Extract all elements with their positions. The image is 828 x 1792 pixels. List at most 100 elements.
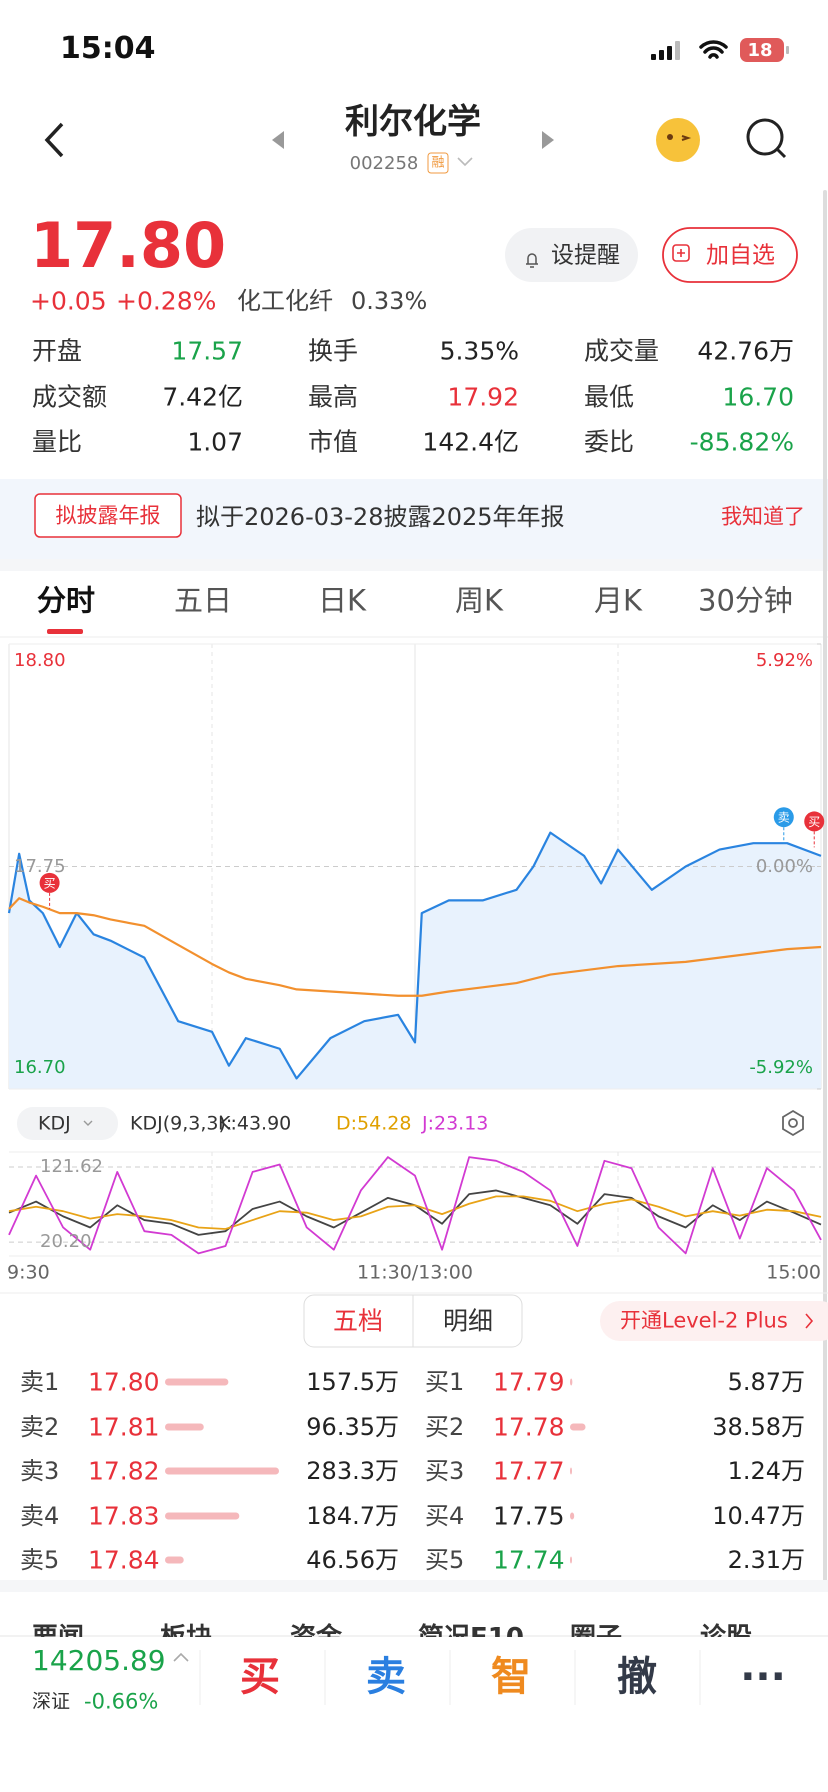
- volume-bar: [165, 1378, 229, 1386]
- chart-tab[interactable]: 周K: [455, 583, 504, 618]
- book-volume: 2.31万: [727, 1546, 805, 1574]
- battery-icon: [740, 38, 784, 62]
- trade-action[interactable]: 撤: [617, 1654, 657, 1700]
- y-tick-label: 16.70: [14, 1057, 66, 1078]
- notice-action[interactable]: 我知道了: [721, 504, 805, 529]
- battery-cap: [786, 46, 789, 54]
- last-price: 17.80: [30, 209, 227, 282]
- y-tick-label: 121.62: [40, 1156, 103, 1178]
- prev-icon[interactable]: [272, 131, 284, 149]
- bottom-bar-bg: [0, 1637, 828, 1792]
- book-level: 买1: [425, 1368, 465, 1396]
- book-level: 买5: [425, 1546, 465, 1574]
- stat-label: 成交量: [584, 336, 660, 366]
- book-price: 17.83: [88, 1501, 160, 1531]
- trade-action[interactable]: ···: [740, 1654, 786, 1700]
- trade-action[interactable]: 智: [491, 1654, 531, 1700]
- book-level: 卖5: [20, 1546, 60, 1574]
- kdj-pill[interactable]: [17, 1107, 118, 1140]
- alert-button[interactable]: [505, 228, 638, 282]
- notice-text: 拟于2026-03-28披露2025年年报: [196, 503, 565, 531]
- price-change-pct: +0.28%: [116, 286, 217, 316]
- search-icon[interactable]: [746, 118, 784, 156]
- mascot-icon[interactable]: [656, 118, 700, 162]
- alert-label[interactable]: 设提醒: [551, 242, 620, 269]
- chart-tab[interactable]: 日K: [318, 583, 367, 618]
- chart-tab[interactable]: 五日: [174, 583, 233, 618]
- kdj-title[interactable]: KDJ: [38, 1112, 71, 1135]
- volume-bar: [570, 1467, 572, 1475]
- margin-badge: 融: [431, 155, 445, 171]
- chevron: [805, 1313, 814, 1329]
- stat-label: 最低: [584, 382, 635, 412]
- volume-bar: [165, 1512, 240, 1520]
- plus-icon: [672, 244, 690, 262]
- chart-tab[interactable]: 30分钟: [698, 583, 793, 618]
- book-price: 17.78: [493, 1412, 565, 1442]
- chart-tab[interactable]: 分时: [37, 583, 96, 618]
- stat-label: 开盘: [32, 336, 83, 366]
- stat-value: 42.76万: [697, 336, 794, 366]
- stat-value: 16.70: [722, 382, 794, 412]
- y2-tick-label: 0.00%: [755, 855, 813, 877]
- trade-marker-label: 买: [44, 876, 56, 890]
- chart-tab[interactable]: 月K: [594, 583, 643, 618]
- book-volume: 1.24万: [727, 1457, 805, 1485]
- dropdown-icon: [83, 1120, 93, 1126]
- book-tab[interactable]: 明细: [442, 1306, 494, 1336]
- kdj-readout: D:54.28: [336, 1112, 412, 1135]
- book-tab[interactable]: 五档: [332, 1306, 384, 1336]
- trade-marker: [773, 807, 794, 828]
- bell-icon: [526, 253, 538, 268]
- stat-label: 量比: [32, 427, 83, 457]
- x-tick-label: 11:30/13:00: [357, 1261, 473, 1284]
- volume-bar: [570, 1423, 586, 1431]
- notice-badge-box: [34, 493, 182, 538]
- upgrade-link[interactable]: 开通Level-2 Plus: [620, 1308, 788, 1333]
- trade-action[interactable]: 买: [240, 1654, 280, 1700]
- book-level: 卖3: [20, 1457, 60, 1485]
- book-price: 17.84: [88, 1545, 160, 1575]
- back-icon[interactable]: [44, 122, 64, 158]
- trade-marker-label: 买: [808, 815, 820, 829]
- trade-marker: [39, 872, 60, 893]
- watch-button[interactable]: [662, 227, 798, 283]
- upgrade-pill[interactable]: [600, 1301, 828, 1341]
- dropdown-icon[interactable]: [457, 157, 473, 167]
- settings-icon[interactable]: [782, 1109, 804, 1137]
- plus-icon: [677, 249, 685, 257]
- kdj-params: KDJ(9,3,3):: [130, 1112, 233, 1135]
- stat-label: 最高: [308, 382, 359, 412]
- book-price: 17.75: [493, 1501, 565, 1531]
- next-icon[interactable]: [542, 131, 554, 149]
- book-level: 卖2: [20, 1413, 60, 1441]
- watch-label[interactable]: 加自选: [706, 242, 775, 269]
- book-volume: 38.58万: [712, 1413, 805, 1441]
- book-volume: 157.5万: [306, 1368, 399, 1396]
- y-tick-label: 17.75: [14, 855, 66, 877]
- series-line: [7, 831, 822, 1080]
- book-price: 17.79: [493, 1367, 565, 1397]
- book-volume: 10.47万: [712, 1502, 805, 1530]
- index-name: 深证: [32, 1690, 71, 1713]
- y-tick-label: 18.80: [14, 650, 66, 671]
- index-value: 14205.89: [32, 1644, 166, 1677]
- signal-icon: [651, 41, 680, 60]
- book-price: 17.80: [88, 1367, 160, 1397]
- index-change: -0.66%: [84, 1689, 159, 1714]
- volume-bar: [165, 1467, 279, 1475]
- mascot-eye: [667, 134, 673, 140]
- volume-bar: [570, 1378, 573, 1386]
- y-tick-label: 20.20: [40, 1231, 92, 1253]
- stat-label: 成交额: [32, 382, 108, 412]
- sector-name: 化工化纤: [237, 287, 333, 315]
- series-line: [8, 1156, 822, 1255]
- book-level: 买2: [425, 1413, 465, 1441]
- x-tick-label: 9:30: [7, 1261, 50, 1284]
- book-price: 17.74: [493, 1545, 565, 1575]
- y2-tick-label: -5.92%: [749, 1057, 813, 1078]
- stat-value: 7.42亿: [162, 382, 243, 412]
- trade-action[interactable]: 卖: [366, 1654, 406, 1700]
- x-tick-label: 15:00: [766, 1261, 821, 1284]
- book-level: 卖4: [20, 1502, 60, 1530]
